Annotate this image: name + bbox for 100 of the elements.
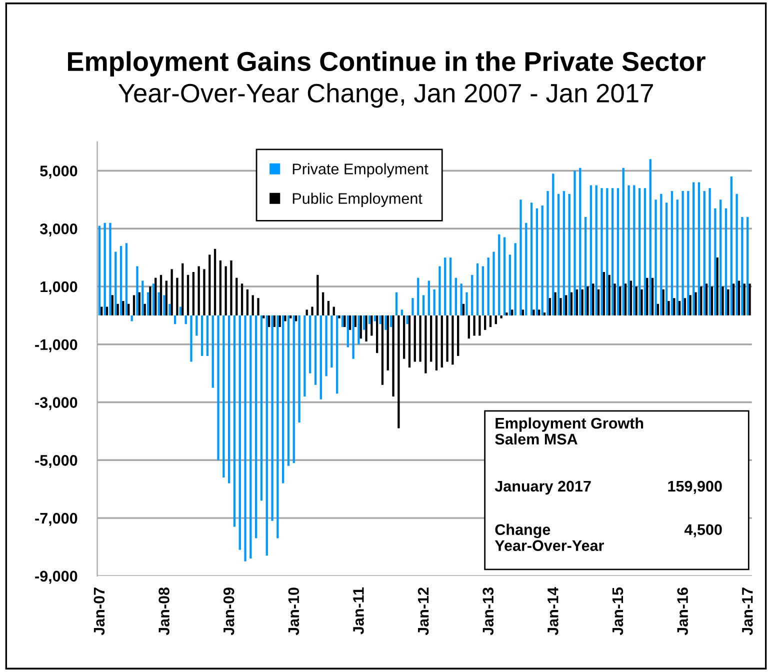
y-tick-label: -3,000 — [35, 397, 78, 410]
x-tick-label: Jan-13 — [482, 588, 494, 636]
bar — [622, 168, 624, 316]
bar — [446, 315, 448, 362]
bar — [217, 315, 220, 460]
bar — [595, 185, 598, 316]
y-tick-label: -9,000 — [35, 570, 78, 584]
bar — [503, 237, 506, 316]
bar — [104, 222, 106, 316]
x-tick-label: Jan-09 — [223, 588, 234, 636]
chart-subtitle: Year-Over-Year Change, Jan 2007 - Jan 2017 — [118, 83, 653, 108]
bar — [325, 315, 328, 376]
annotation: Change Year-Over-Year — [494, 524, 604, 551]
bar — [590, 185, 592, 316]
bar — [250, 315, 252, 559]
bar — [384, 315, 387, 330]
bar — [170, 269, 173, 316]
bar — [576, 289, 578, 316]
bar — [298, 315, 300, 423]
bar — [186, 274, 190, 316]
bar — [738, 280, 740, 316]
bar — [114, 252, 117, 316]
bar — [233, 315, 236, 527]
bar — [273, 315, 276, 328]
bar — [327, 300, 330, 316]
bar — [471, 274, 474, 316]
bar — [98, 226, 101, 316]
bar — [694, 292, 697, 316]
bar — [266, 315, 268, 556]
bar — [125, 243, 128, 316]
bar — [666, 202, 668, 316]
bar — [433, 289, 436, 316]
bar — [212, 315, 214, 388]
bar — [460, 284, 462, 316]
bar — [703, 190, 706, 316]
bar — [128, 304, 130, 316]
bar — [633, 185, 636, 316]
bar — [741, 217, 744, 316]
x-tick-label: Jan-15 — [612, 587, 624, 636]
bar — [748, 284, 751, 316]
legend-label: Public Employment — [292, 192, 422, 207]
bar — [290, 315, 292, 318]
bar — [462, 304, 465, 316]
bar — [203, 269, 206, 316]
bar — [565, 295, 568, 316]
bar — [670, 190, 674, 316]
bar — [381, 315, 384, 385]
bar — [238, 315, 241, 550]
bar — [400, 310, 403, 316]
bar — [376, 315, 378, 354]
bar — [548, 298, 551, 316]
bar — [354, 315, 357, 328]
bar — [278, 315, 281, 328]
bar — [338, 315, 340, 318]
bar — [614, 284, 616, 316]
bar — [546, 190, 549, 316]
bar — [440, 315, 443, 368]
bar — [292, 315, 295, 464]
bar — [597, 289, 600, 316]
x-tick-label: Jan-11 — [353, 587, 364, 634]
bar — [536, 208, 538, 316]
bar — [252, 295, 254, 316]
y-tick-label: 5,000 — [40, 166, 78, 179]
bar — [246, 289, 249, 316]
bar — [309, 315, 312, 374]
bar — [322, 292, 324, 316]
bar — [287, 315, 290, 466]
bar — [543, 312, 546, 316]
bar — [206, 315, 209, 356]
bar — [311, 306, 314, 316]
bar — [700, 286, 702, 316]
bar — [662, 289, 664, 316]
bar — [449, 258, 452, 316]
bar — [435, 315, 438, 370]
bar — [395, 292, 398, 316]
bar — [705, 284, 708, 316]
bar — [363, 315, 366, 330]
bar — [352, 315, 354, 359]
bar — [198, 266, 200, 316]
bar — [332, 306, 335, 316]
bar — [586, 286, 589, 316]
x-tick-label: Jan-08 — [158, 587, 170, 636]
bar — [160, 274, 162, 316]
bar — [473, 315, 476, 336]
bar — [402, 315, 406, 359]
bar — [336, 315, 338, 394]
bar — [136, 266, 138, 316]
annotation: Employment Growth Salem MSA — [495, 417, 644, 445]
bar — [454, 278, 458, 316]
bar — [314, 315, 317, 385]
bar — [370, 315, 373, 336]
bar — [444, 258, 446, 316]
bar — [284, 315, 286, 322]
bar — [146, 292, 150, 316]
bar — [179, 306, 182, 316]
bar — [692, 182, 695, 316]
bar — [489, 315, 492, 328]
bar — [254, 315, 258, 538]
bar — [398, 315, 400, 428]
bar — [158, 292, 160, 316]
